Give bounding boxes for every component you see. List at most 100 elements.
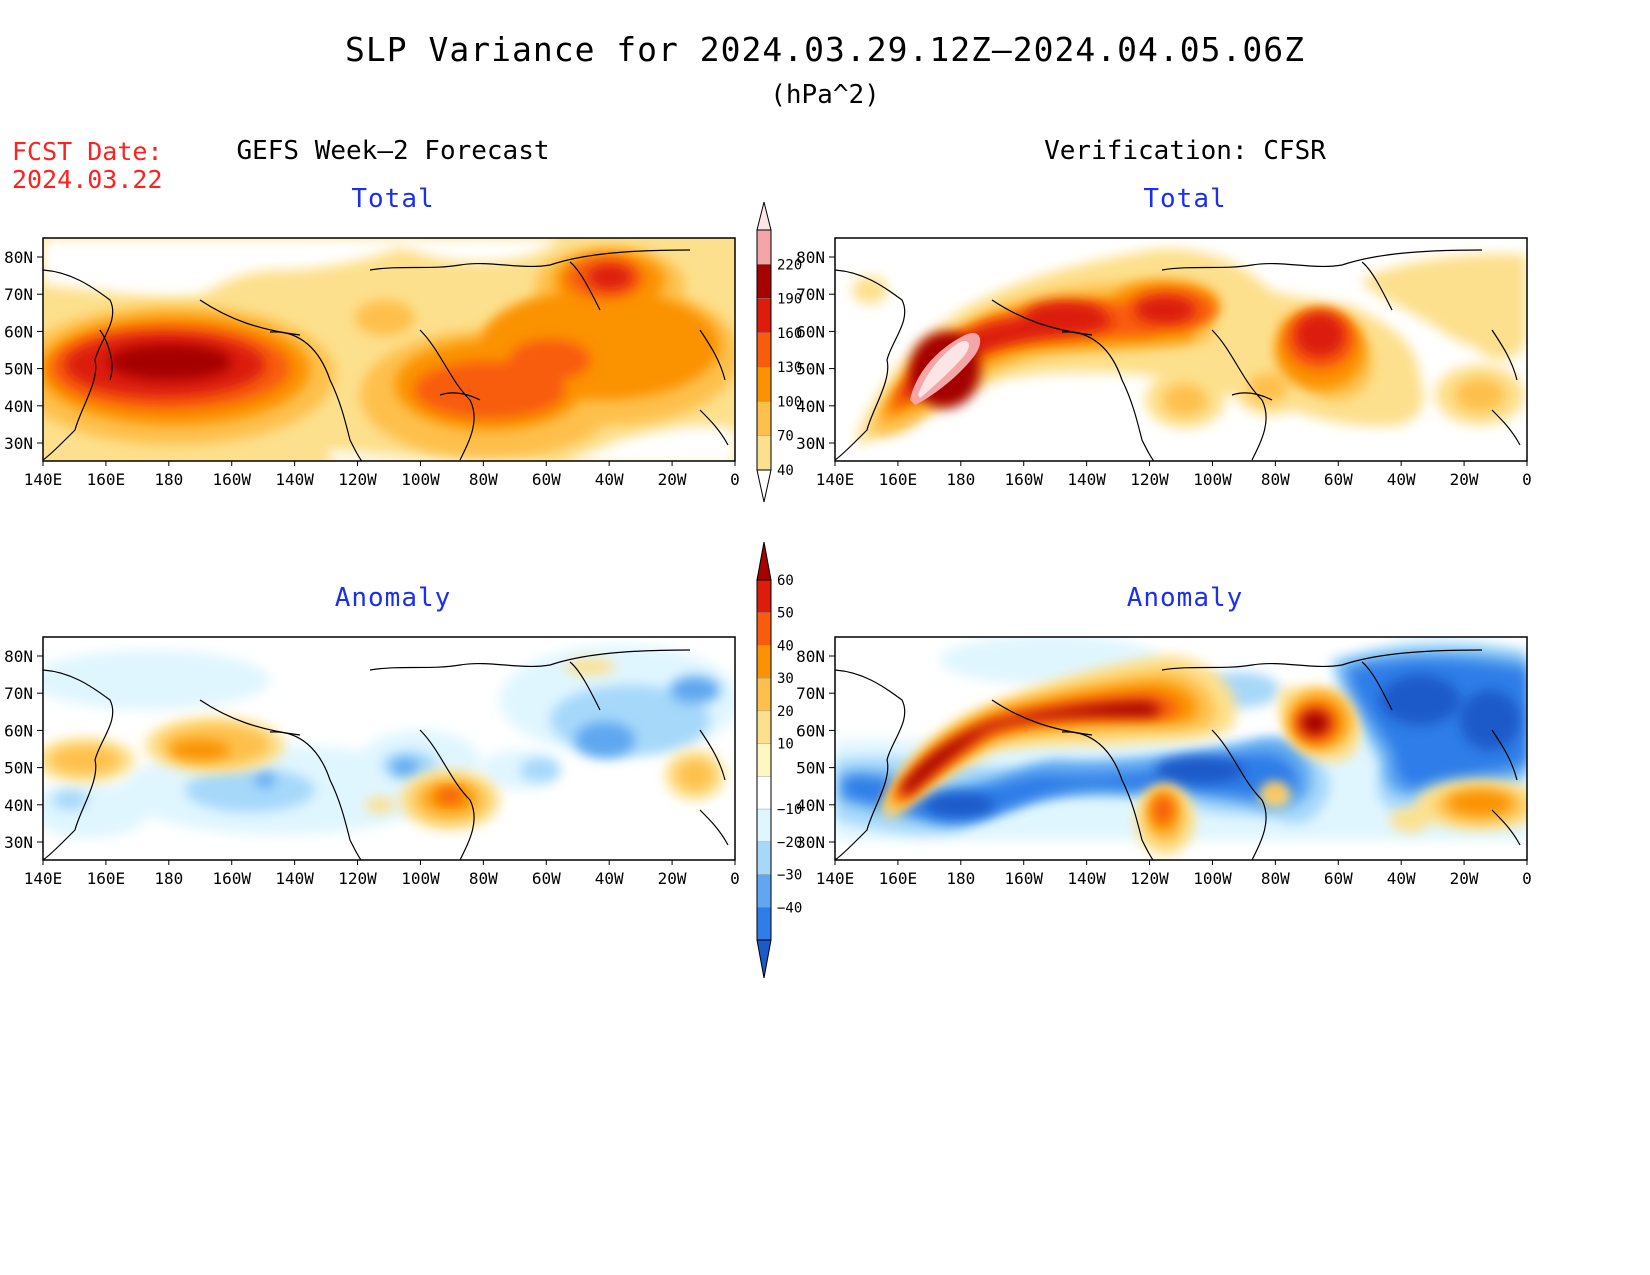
cfsr-anomaly-lat-label-30N: 30N [796, 833, 825, 852]
cfsr-anomaly-lon-label-0: 0 [1522, 869, 1532, 888]
units-label: (hPa^2) [770, 80, 880, 110]
gefs-total-lon-label-140E: 140E [24, 470, 63, 489]
colorbar-anomaly-label-20: 20 [777, 704, 794, 720]
colorbar-total-top-arrow [756, 201, 772, 231]
colorbar-anomaly-label-10: 10 [777, 737, 794, 753]
gefs-anomaly-lat-label-60N: 60N [4, 721, 33, 740]
gefs-anomaly-lat-label-70N: 70N [4, 684, 33, 703]
cfsr-anomaly-lat-label-60N: 60N [796, 721, 825, 740]
colorbar-total-swatch [756, 264, 772, 299]
cfsr-total-lon-label-80W: 80W [1261, 470, 1290, 489]
cfsr-total-lon-label-20W: 20W [1450, 470, 1479, 489]
colorbar-total-swatch [756, 366, 772, 402]
gefs-total-lat-label-70N: 70N [4, 285, 33, 304]
colorbar-anomaly-swatch [756, 677, 772, 712]
colorbar-anomaly-label-−40: −40 [777, 900, 802, 916]
gefs-anomaly-lon-label-0: 0 [730, 869, 740, 888]
gefs-anomaly-lon-label-60W: 60W [532, 869, 561, 888]
cfsr-anomaly-lon-label-140E: 140E [816, 869, 855, 888]
colorbar-anomaly-label-40: 40 [777, 638, 794, 654]
cfsr-total-lon-label-160W: 160W [1004, 470, 1043, 489]
cfsr-anomaly-lon-label-80W: 80W [1261, 869, 1290, 888]
colorbar-total-label-160: 160 [777, 326, 802, 342]
colorbar-anomaly-label-−30: −30 [777, 868, 802, 884]
colorbar-total-label-220: 220 [777, 257, 802, 273]
gefs-anomaly-lat-label-50N: 50N [4, 759, 33, 778]
left-anomaly-subtitle: Anomaly [334, 583, 452, 613]
cfsr-total-lon-label-160E: 160E [879, 470, 918, 489]
cfsr-total-lat-label-70N: 70N [796, 285, 825, 304]
colorbar-anomaly-top-arrow [756, 541, 772, 581]
gefs-total-lat-label-60N: 60N [4, 322, 33, 341]
cfsr-anomaly-lat-label-70N: 70N [796, 684, 825, 703]
gefs-total-lon-label-160W: 160W [212, 470, 251, 489]
colorbar-anomaly-label-−10: −10 [777, 802, 802, 818]
cfsr-total-lat-label-40N: 40N [796, 397, 825, 416]
gefs-anomaly-lat-label-80N: 80N [4, 647, 33, 666]
gefs-anomaly-frame [42, 636, 736, 861]
colorbar-total-swatch [756, 401, 772, 436]
gefs-anomaly-lat-label-30N: 30N [4, 833, 33, 852]
colorbar-total-frame [756, 229, 772, 471]
cfsr-anomaly-lon-label-20W: 20W [1450, 869, 1479, 888]
colorbar-total-label-130: 130 [777, 360, 802, 376]
gefs-total-lon-label-20W: 20W [658, 470, 687, 489]
colorbar-anomaly-swatch [756, 776, 772, 810]
gefs-total-lon-label-100W: 100W [401, 470, 440, 489]
cfsr-total-frame [834, 237, 1528, 462]
cfsr-total-lon-label-100W: 100W [1193, 470, 1232, 489]
cfsr-anomaly-lon-label-140W: 140W [1067, 869, 1106, 888]
cfsr-total-lat-label-50N: 50N [796, 360, 825, 379]
colorbar-anomaly-swatch [756, 579, 772, 613]
gefs-anomaly-lon-label-100W: 100W [401, 869, 440, 888]
gefs-anomaly-lon-label-160E: 160E [87, 869, 126, 888]
colorbar-total-label-70: 70 [777, 429, 794, 445]
cfsr-anomaly-lon-label-160E: 160E [879, 869, 918, 888]
cfsr-total-lon-label-40W: 40W [1387, 470, 1416, 489]
colorbar-anomaly-swatch [756, 841, 772, 875]
gefs-anomaly-lon-label-140W: 140W [275, 869, 314, 888]
colorbar-anomaly-swatch [756, 645, 772, 679]
colorbar-total-swatch [756, 298, 772, 334]
gefs-anomaly-lon-label-120W: 120W [338, 869, 377, 888]
cfsr-anomaly-frame [834, 636, 1528, 861]
colorbar-anomaly: 60 50 40 30 20 10 −10 −20 −30 −40 [756, 541, 802, 979]
gefs-total-lon-label-160E: 160E [87, 470, 126, 489]
cfsr-total-lon-label-140W: 140W [1067, 470, 1106, 489]
gefs-total-lon-label-120W: 120W [338, 470, 377, 489]
colorbar-anomaly-swatch [756, 710, 772, 744]
colorbar-total-label-40: 40 [777, 463, 794, 479]
colorbar-anomaly-bottom-arrow [756, 939, 772, 979]
gefs-anomaly-lon-label-160W: 160W [212, 869, 251, 888]
forecast-date-block: FCST Date: 2024.03.22 [12, 138, 163, 194]
gefs-total-lat-label-40N: 40N [4, 397, 33, 416]
gefs-anomaly-lon-label-20W: 20W [658, 869, 687, 888]
cfsr-total-lon-label-120W: 120W [1130, 470, 1169, 489]
colorbar-anomaly-label-30: 30 [777, 671, 794, 687]
cfsr-anomaly-lon-label-100W: 100W [1193, 869, 1232, 888]
colorbar-total-label-190: 190 [777, 292, 802, 308]
gefs-total-lon-label-0: 0 [730, 470, 740, 489]
gefs-total-lon-label-140W: 140W [275, 470, 314, 489]
cfsr-anomaly-lat-label-40N: 40N [796, 796, 825, 815]
colorbar-anomaly-label-−20: −20 [777, 835, 802, 851]
colorbar-anomaly-label-50: 50 [777, 606, 794, 622]
cfsr-anomaly-lon-label-160W: 160W [1004, 869, 1043, 888]
cfsr-anomaly-lat-label-50N: 50N [796, 759, 825, 778]
cfsr-total-lon-label-0: 0 [1522, 470, 1532, 489]
gefs-total-lat-label-80N: 80N [4, 248, 33, 267]
cfsr-total-lon-label-60W: 60W [1324, 470, 1353, 489]
gefs-anomaly-lon-label-80W: 80W [469, 869, 498, 888]
main-title: SLP Variance for 2024.03.29.12Z–2024.04.… [345, 30, 1305, 69]
cfsr-anomaly-map [835, 637, 1527, 860]
colorbar-total-swatch [756, 435, 772, 471]
gefs-total-lon-label-60W: 60W [532, 470, 561, 489]
cfsr-total-lon-label-180: 180 [946, 470, 975, 489]
cfsr-total-lat-label-60N: 60N [796, 322, 825, 341]
axes-layer: 80N 70N 60N 50N 40N 30N 140E 160E 180 160W 140W 120… [4, 248, 1532, 888]
gefs-total-lon-label-180: 180 [154, 470, 183, 489]
gefs-total-lon-label-40W: 40W [595, 470, 624, 489]
left-total-subtitle: Total [351, 184, 435, 214]
colorbar-total-swatch [756, 332, 772, 368]
